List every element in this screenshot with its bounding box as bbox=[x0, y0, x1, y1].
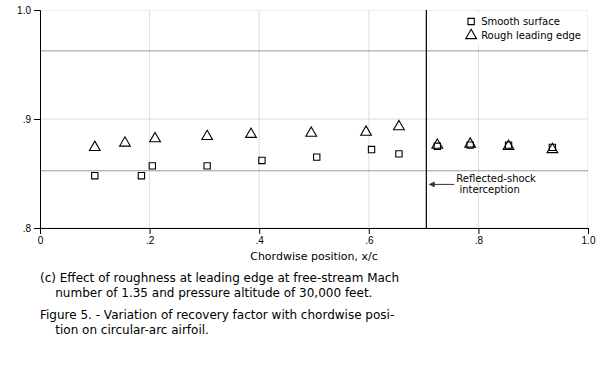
y-tick-mark bbox=[34, 10, 40, 11]
x-axis-line bbox=[41, 229, 589, 235]
x-axis-title: Chordwise position, x/c bbox=[250, 250, 378, 263]
point bbox=[246, 128, 257, 137]
x-tick-label: 0 bbox=[38, 235, 44, 246]
chart: 0 .2 .4 .6 .8 1.0 .8 .9 1.0 Chordwise position, x… bbox=[0, 0, 604, 367]
x-tick-mark bbox=[369, 228, 370, 234]
y-axis-line bbox=[34, 11, 41, 229]
plot-content bbox=[40, 10, 588, 228]
series bbox=[89, 120, 557, 152]
x-tick: .6 bbox=[365, 228, 374, 246]
legend-item: Rough leading edge bbox=[466, 29, 581, 41]
point bbox=[138, 173, 144, 179]
y-grid-line bbox=[40, 228, 588, 229]
point bbox=[202, 130, 213, 139]
x-tick: .8 bbox=[475, 228, 484, 246]
x-tick-label: .2 bbox=[146, 235, 155, 246]
x-tick-mark bbox=[588, 228, 589, 234]
legend: Smooth surface Rough leading edge bbox=[462, 13, 585, 44]
y-axis: .8 .9 1.0 bbox=[17, 5, 40, 234]
point bbox=[92, 173, 98, 179]
legend-label: Smooth surface bbox=[481, 16, 560, 27]
point bbox=[361, 126, 372, 135]
point bbox=[89, 141, 100, 150]
x-tick-mark bbox=[150, 228, 151, 234]
y-tick: 1.0 bbox=[17, 5, 40, 16]
x-tick: .4 bbox=[256, 228, 265, 246]
x-tick-mark bbox=[259, 228, 260, 234]
x-tick-label: 1.0 bbox=[582, 235, 596, 246]
y-tick-mark bbox=[34, 119, 40, 120]
annotation-text: interception bbox=[456, 184, 519, 195]
point bbox=[432, 139, 443, 148]
reference-line bbox=[40, 50, 588, 51]
point bbox=[306, 127, 317, 136]
x-tick: 0 bbox=[38, 228, 44, 246]
point bbox=[465, 138, 476, 147]
x-tick: 1.0 bbox=[582, 228, 596, 246]
x-tick-mark bbox=[478, 228, 479, 234]
plot-area: 0 .2 .4 .6 .8 1.0 .8 .9 1.0 Chordwise position, x… bbox=[17, 5, 596, 263]
legend-symbol bbox=[466, 29, 477, 38]
point bbox=[314, 154, 320, 160]
point bbox=[259, 157, 265, 163]
x-tick-label: .6 bbox=[365, 235, 374, 246]
point bbox=[368, 146, 374, 152]
shock-line bbox=[426, 10, 427, 228]
point bbox=[503, 140, 514, 149]
y-tick: .9 bbox=[23, 114, 40, 125]
y-tick-label: .8 bbox=[23, 223, 32, 234]
caption: (c) Effect of roughness at leading edge … bbox=[40, 271, 399, 285]
y-tick-label: .9 bbox=[23, 114, 32, 125]
reference-line bbox=[40, 170, 588, 171]
point bbox=[394, 120, 405, 129]
point bbox=[149, 163, 155, 169]
point bbox=[204, 163, 210, 169]
y-grid-line bbox=[40, 119, 588, 120]
x-tick-label: .4 bbox=[256, 235, 265, 246]
annotation-text: Reflected-shock bbox=[456, 173, 536, 184]
point bbox=[120, 137, 131, 146]
caption: tion on circular-arc airfoil. bbox=[40, 323, 209, 337]
caption: Figure 5. - Variation of recovery factor… bbox=[40, 308, 394, 322]
caption: number of 1.35 and pressure altitude of … bbox=[40, 286, 372, 300]
point bbox=[150, 132, 161, 141]
legend-background bbox=[462, 13, 585, 44]
point bbox=[396, 151, 402, 157]
y-tick-label: 1.0 bbox=[17, 5, 31, 16]
annotation-arrow bbox=[429, 184, 454, 185]
x-tick: .2 bbox=[146, 228, 155, 246]
legend-item: Smooth surface bbox=[468, 16, 560, 27]
y-grid-line bbox=[40, 10, 588, 11]
y-tick: .8 bbox=[23, 223, 40, 234]
point bbox=[547, 143, 558, 152]
legend-label: Rough leading edge bbox=[481, 30, 581, 41]
grid bbox=[40, 10, 588, 228]
x-tick-label: .8 bbox=[475, 235, 484, 246]
legend-symbol bbox=[468, 18, 474, 24]
x-axis: 0 .2 .4 .6 .8 1.0 bbox=[38, 228, 596, 246]
y-tick-mark bbox=[34, 228, 40, 229]
